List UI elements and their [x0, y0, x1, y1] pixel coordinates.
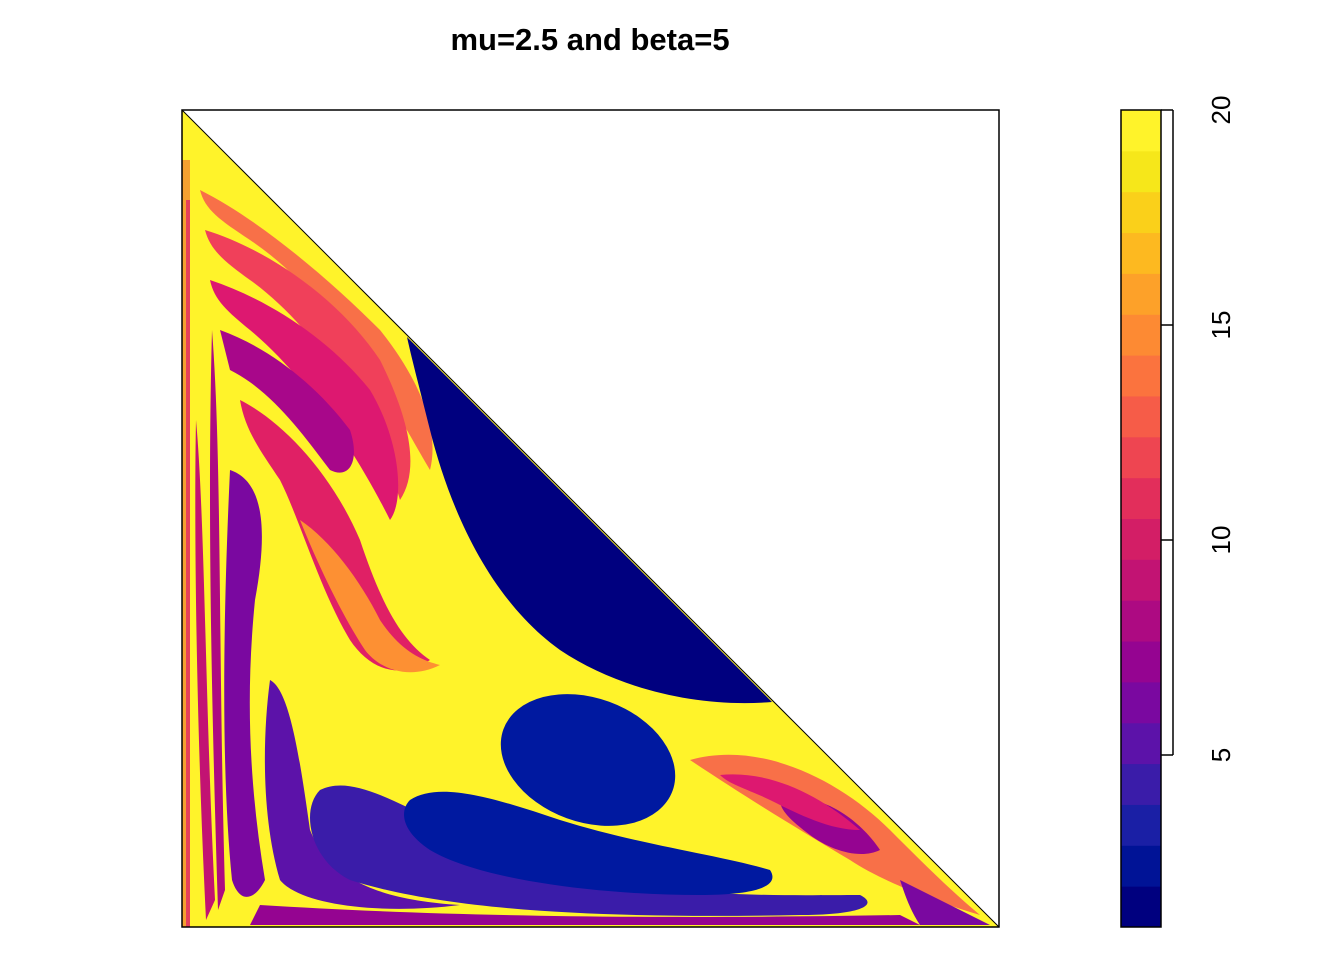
colorbar-segment [1121, 763, 1161, 805]
upper-blue-lobe [407, 337, 772, 704]
chart-title: mu=2.5 and beta=5 [450, 22, 730, 57]
colorbar-axis: 5 10 15 20 [1161, 96, 1236, 762]
colorbar-segment [1121, 641, 1161, 683]
left-arm [224, 470, 265, 897]
plot-frame [181, 109, 1000, 928]
spiral-arm-2 [210, 280, 399, 520]
colorbar-tick-label: 5 [1206, 748, 1236, 762]
colorbar-tick-label: 15 [1206, 311, 1236, 340]
colorbar-tick-label: 10 [1206, 526, 1236, 555]
colorbar-segment [1121, 355, 1161, 397]
colorbar-segment [1121, 681, 1161, 724]
colorbar-segment [1121, 436, 1161, 479]
center-ellipse [500, 694, 676, 826]
left-outer-stripes [195, 420, 215, 920]
hypotenuse-line [181, 109, 1000, 928]
colorbar-segment [1121, 110, 1161, 152]
spiral-arm-outer [200, 190, 433, 470]
colorbar-segment [1121, 395, 1161, 438]
colorbar-segment [1121, 845, 1161, 887]
colorbar-segment [1121, 886, 1161, 928]
corner-swirl-pink [720, 774, 860, 830]
bottom-stripe [250, 905, 920, 925]
spiral-core [240, 400, 430, 671]
colorbar-frame [1120, 109, 1162, 928]
colorbar-segment [1121, 150, 1161, 193]
colorbar-segment [1121, 804, 1161, 846]
corner-tip [900, 880, 990, 925]
colorbar-segment [1121, 273, 1161, 315]
bottom-band [310, 785, 868, 916]
colorbar-segment [1121, 559, 1161, 601]
left-inner-arm [264, 680, 460, 909]
spiral-core-inner [300, 520, 440, 673]
colorbar-segment [1121, 600, 1161, 642]
colorbar-segment [1121, 232, 1161, 274]
colorbar-segment [1121, 314, 1161, 356]
colorbar-tick-label: 20 [1206, 96, 1236, 125]
colorbar-segment [1121, 518, 1161, 560]
colorbar-segment [1121, 191, 1161, 234]
spiral-arm-3 [220, 330, 354, 473]
colorbar-segment [1121, 477, 1161, 519]
colorbar [1120, 109, 1162, 928]
colorbar-segment [1121, 722, 1161, 765]
spiral-arm-1 [205, 230, 411, 500]
lower-band [404, 791, 773, 895]
